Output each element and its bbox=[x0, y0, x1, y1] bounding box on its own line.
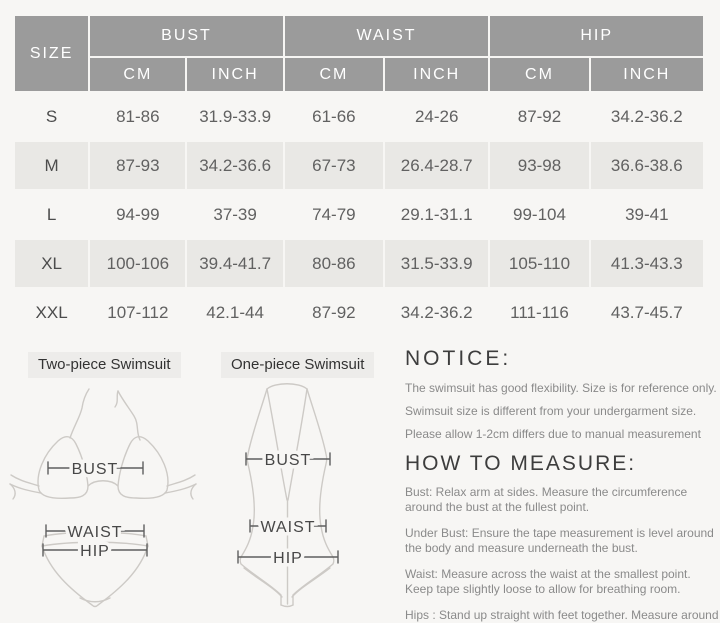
header-waist-cm: CM bbox=[284, 58, 384, 91]
cell-waist-cm: 80-86 bbox=[284, 240, 384, 287]
measure-instruction-waist: Waist: Measure across the waist at the s… bbox=[405, 567, 691, 596]
table-row-s: S 81-86 31.9-33.9 61-66 24-26 87-92 34.2… bbox=[15, 93, 703, 140]
two-piece-swimsuit-diagram: BUST WAIST HIP bbox=[9, 388, 197, 608]
cell-hip-cm: 105-110 bbox=[490, 240, 589, 287]
waist-measure-label: WAIST bbox=[260, 519, 315, 536]
header-hip: HIP bbox=[490, 16, 703, 56]
cell-bust-inch: 34.2-36.6 bbox=[187, 142, 283, 189]
cell-hip-inch: 34.2-36.2 bbox=[610, 106, 683, 126]
header-size: SIZE bbox=[15, 16, 89, 91]
table-unit-row: CM INCH CM INCH CM INCH bbox=[15, 58, 703, 91]
notice-line: Swimsuit size is different from your und… bbox=[405, 404, 697, 418]
cell-bust-cm: 87-93 bbox=[90, 142, 186, 189]
cell-bust-inch: 37-39 bbox=[213, 204, 257, 224]
cell-waist-cm: 61-66 bbox=[312, 106, 356, 126]
notice-line: The swimsuit has good flexibility. Size … bbox=[405, 381, 717, 395]
header-bust-inch: INCH bbox=[187, 58, 283, 91]
cell-hip-inch: 39-41 bbox=[625, 204, 669, 224]
bust-measure-label: BUST bbox=[72, 461, 119, 478]
measure-instruction-bust: Bust: Relax arm at sides. Measure the ci… bbox=[405, 485, 688, 514]
one-piece-measure-lines: BUST WAIST HIP bbox=[237, 449, 339, 571]
cell-hip-cm: 93-98 bbox=[490, 142, 589, 189]
cell-waist-inch: 31.5-33.9 bbox=[385, 240, 489, 287]
notice-heading: NOTICE: bbox=[405, 347, 512, 370]
table-row-m: M 87-93 34.2-36.6 67-73 26.4-28.7 93-98 … bbox=[15, 142, 703, 189]
cell-waist-cm: 74-79 bbox=[312, 204, 356, 224]
cell-bust-cm: 100-106 bbox=[90, 240, 186, 287]
bust-measure-label: BUST bbox=[265, 452, 312, 469]
bikini-measure-lines: BUST WAIST HIP bbox=[42, 458, 148, 564]
cell-waist-cm: 87-92 bbox=[312, 302, 356, 322]
cell-bust-inch: 39.4-41.7 bbox=[187, 240, 283, 287]
cell-hip-inch: 41.3-43.3 bbox=[590, 240, 703, 287]
cell-waist-inch: 29.1-31.1 bbox=[400, 204, 473, 224]
header-waist: WAIST bbox=[284, 16, 489, 56]
table-row-l: L 94-99 37-39 74-79 29.1-31.1 99-104 39-… bbox=[15, 191, 703, 238]
header-hip-cm: CM bbox=[490, 58, 589, 91]
cell-hip-cm: 99-104 bbox=[513, 204, 566, 224]
cell-size: L bbox=[46, 204, 57, 224]
notice-line: Please allow 1-2cm differs due to manual… bbox=[405, 427, 701, 441]
cell-waist-inch: 26.4-28.7 bbox=[385, 142, 489, 189]
cell-bust-cm: 81-86 bbox=[116, 106, 160, 126]
one-piece-outline bbox=[239, 383, 335, 608]
cell-hip-inch: 43.7-45.7 bbox=[610, 302, 683, 322]
cell-waist-cm: 67-73 bbox=[284, 142, 384, 189]
measure-instruction-underbust: Under Bust: Ensure the tape measurement … bbox=[405, 526, 714, 555]
cell-size: M bbox=[15, 142, 89, 189]
one-piece-label: One-piece Swimsuit bbox=[221, 352, 375, 378]
table-row-xl: XL 100-106 39.4-41.7 80-86 31.5-33.9 105… bbox=[15, 240, 703, 287]
header-hip-inch: INCH bbox=[590, 58, 703, 91]
cell-waist-inch: 34.2-36.2 bbox=[400, 302, 473, 322]
one-piece-swimsuit-diagram: BUST WAIST HIP bbox=[237, 383, 339, 608]
cell-bust-inch: 42.1-44 bbox=[206, 302, 264, 322]
cell-size: XXL bbox=[35, 302, 68, 322]
size-chart-table: SIZE BUST WAIST HIP CM INCH CM INCH CM I… bbox=[13, 14, 705, 338]
two-piece-label: Two-piece Swimsuit bbox=[28, 352, 181, 378]
table-row-xxl: XXL 107-112 42.1-44 87-92 34.2-36.2 111-… bbox=[15, 289, 703, 336]
table-header-row: SIZE BUST WAIST HIP bbox=[15, 16, 703, 91]
cell-size: S bbox=[45, 106, 58, 126]
hip-measure-label: HIP bbox=[80, 543, 110, 560]
cell-hip-inch: 36.6-38.6 bbox=[590, 142, 703, 189]
bikini-outline bbox=[9, 388, 197, 608]
measure-instruction-hips: Hips : Stand up straight with feet toget… bbox=[405, 608, 719, 622]
info-column: NOTICE: The swimsuit has good flexibilit… bbox=[405, 347, 720, 623]
how-to-measure-heading: HOW TO MEASURE: bbox=[405, 452, 637, 475]
cell-hip-cm: 111-116 bbox=[510, 302, 569, 322]
header-waist-inch: INCH bbox=[385, 58, 489, 91]
cell-bust-cm: 107-112 bbox=[107, 302, 169, 322]
header-bust: BUST bbox=[90, 16, 283, 56]
waist-measure-label: WAIST bbox=[67, 524, 122, 541]
cell-waist-inch: 24-26 bbox=[414, 106, 459, 126]
cell-bust-cm: 94-99 bbox=[116, 204, 160, 224]
cell-bust-inch: 31.9-33.9 bbox=[199, 106, 272, 126]
header-bust-cm: CM bbox=[90, 58, 186, 91]
cell-hip-cm: 87-92 bbox=[517, 106, 562, 126]
cell-size: XL bbox=[15, 240, 89, 287]
hip-measure-label: HIP bbox=[273, 550, 303, 567]
